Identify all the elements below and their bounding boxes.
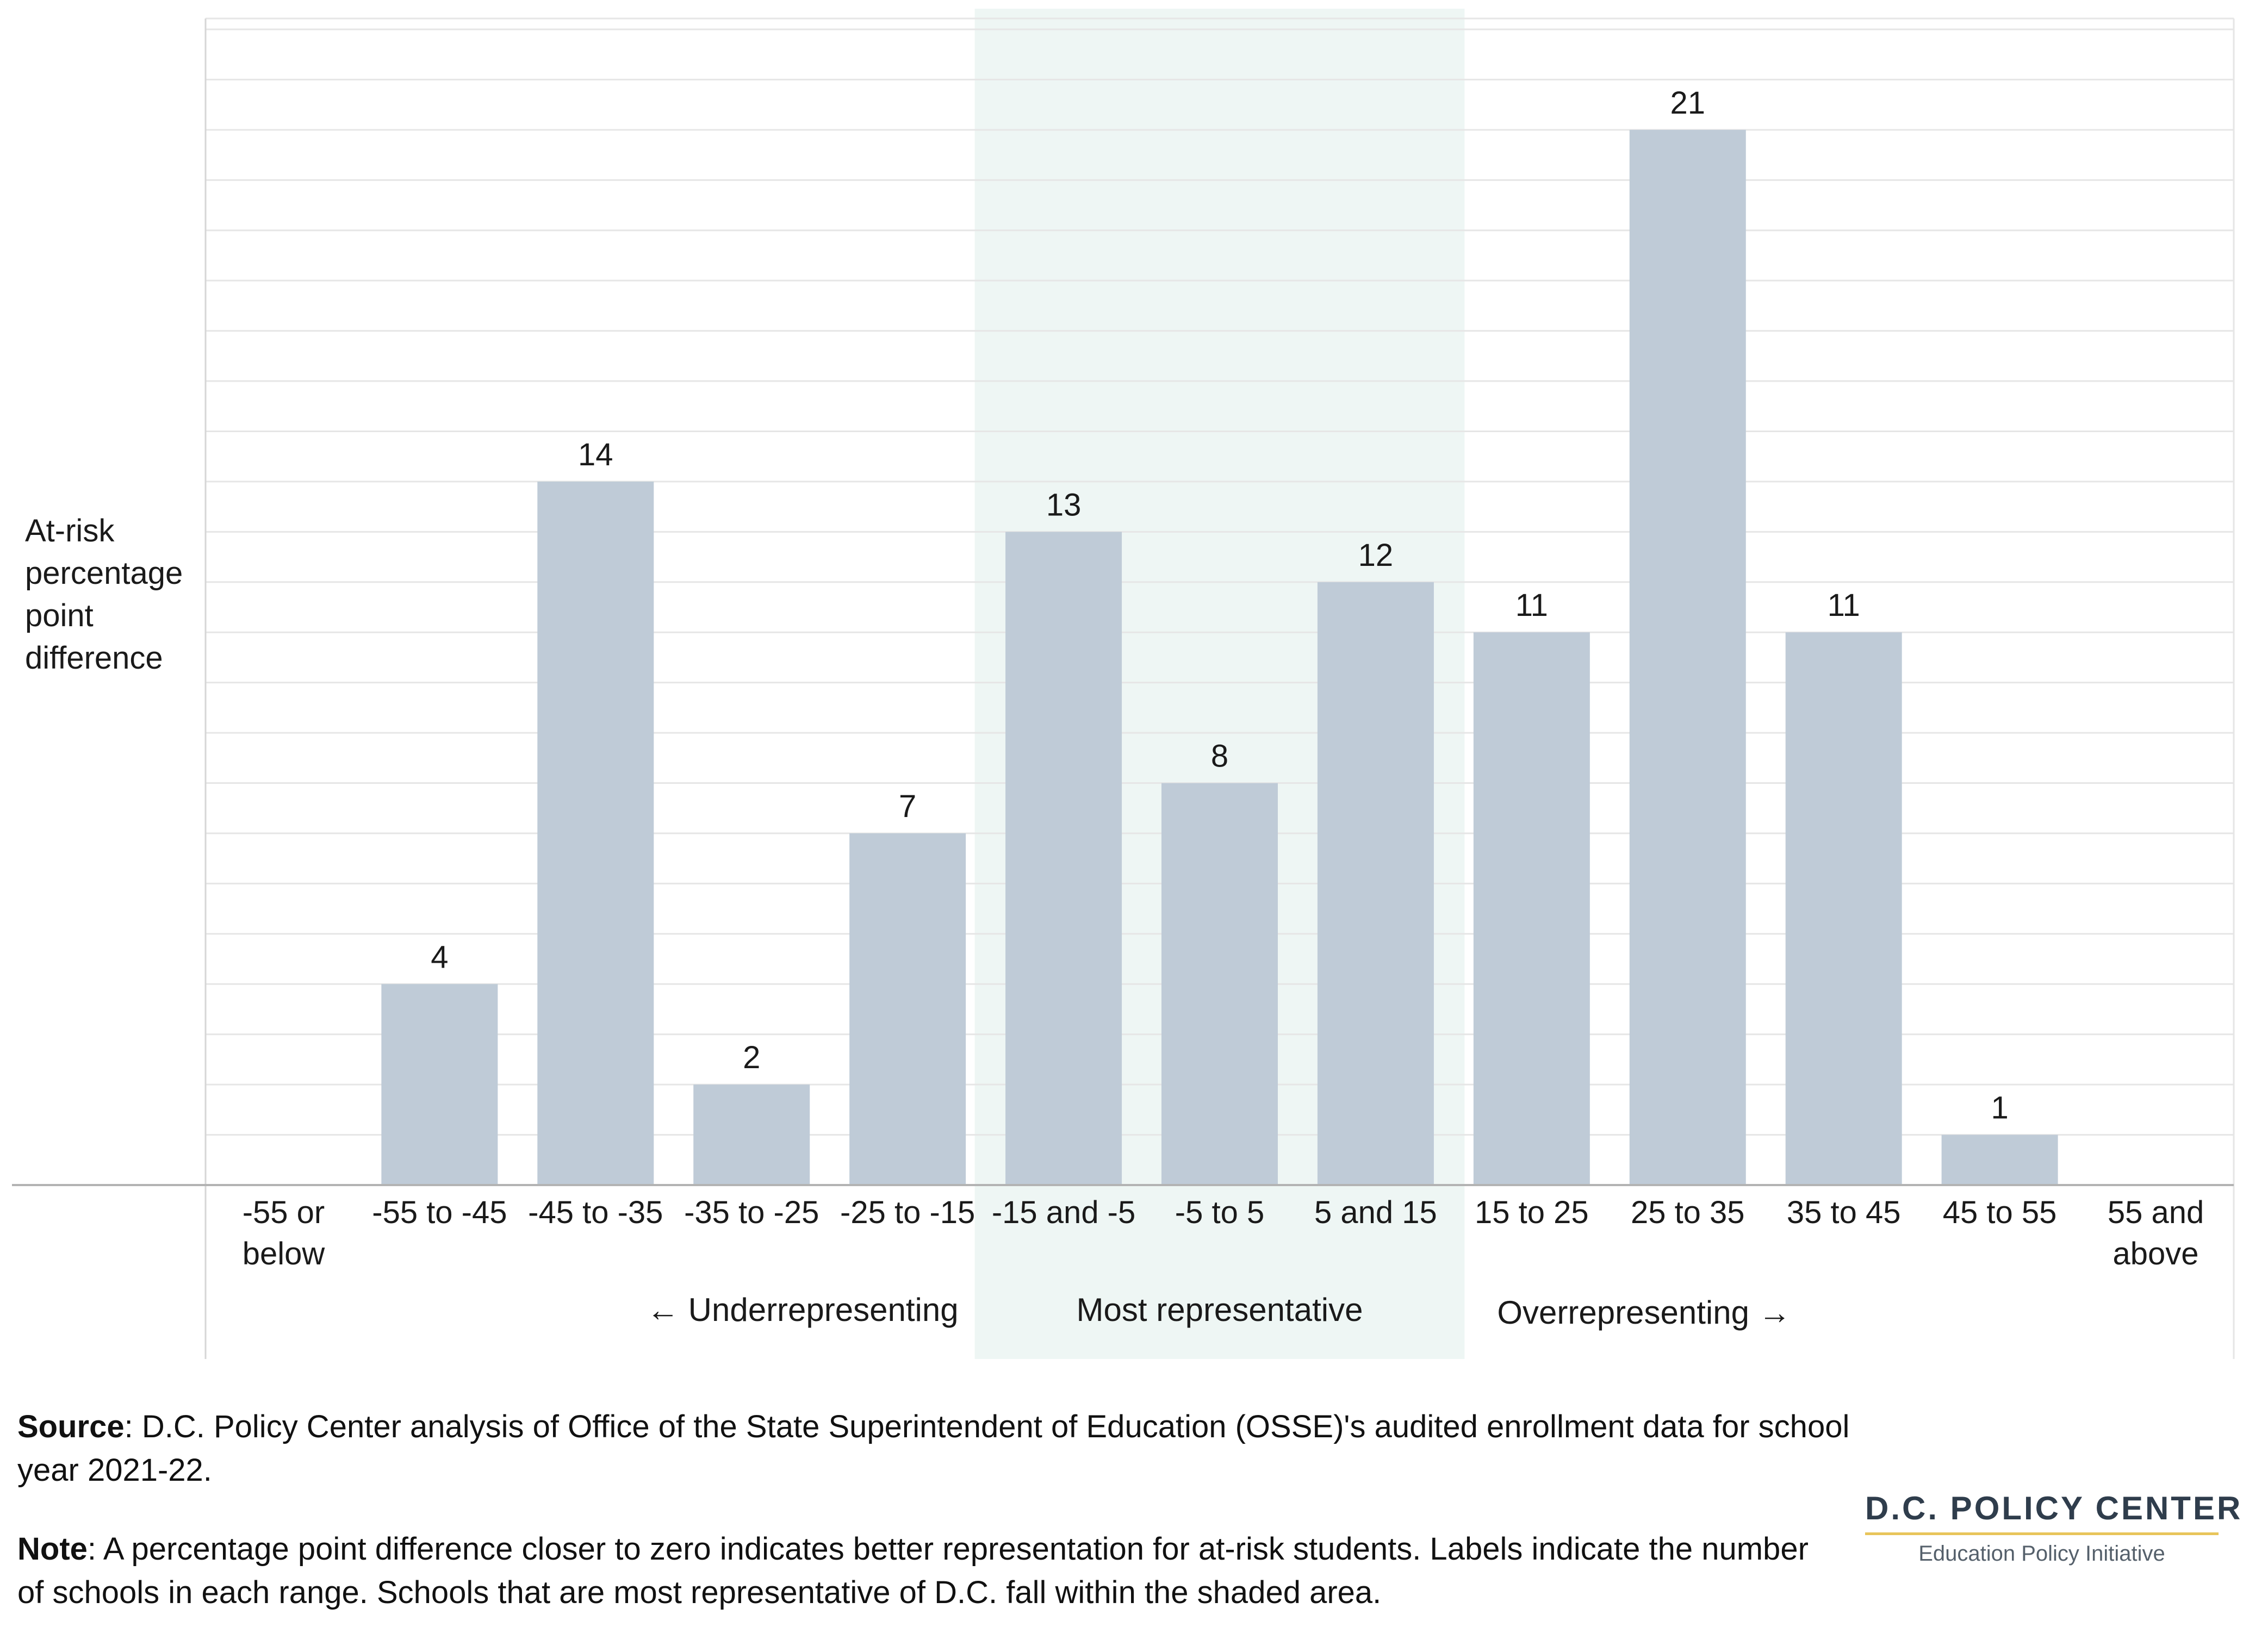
source-text: : D.C. Policy Center analysis of Office … [17,1409,1850,1488]
bar [1941,1134,2058,1185]
bar-value-label: 13 [1046,487,1082,522]
x-tick-label: 45 to 55 [1943,1195,2057,1230]
group-label-underrepresenting: ← Underrepresenting [647,1292,959,1328]
bar-value-label: 14 [578,437,613,472]
bar [849,833,966,1185]
logo-rule [1865,1532,2219,1535]
x-tick-label: 5 and 15 [1314,1195,1437,1230]
x-tick-label: -25 to -15 [840,1195,975,1230]
x-tick-label: 55 and [2108,1195,2204,1230]
note-text: : A percentage point difference closer t… [17,1531,1809,1610]
bar [381,984,498,1185]
bar [1473,632,1590,1185]
y-axis-label-line: difference [25,640,163,676]
logo-title: D.C. POLICY CENTER [1865,1490,2243,1526]
x-tick-label: -5 to 5 [1175,1195,1264,1230]
bar [693,1084,810,1185]
bar-value-label: 11 [1515,588,1548,623]
bar-value-label: 7 [899,789,916,824]
y-axis-label-line: At-risk [25,513,115,548]
x-tick-label: 25 to 35 [1631,1195,1745,1230]
source-note: Source: D.C. Policy Center analysis of O… [17,1405,1866,1492]
x-tick-label: 15 to 25 [1475,1195,1589,1230]
x-tick-label: -15 and -5 [992,1195,1135,1230]
x-tick-label: 35 to 45 [1787,1195,1901,1230]
logo-subtitle: Education Policy Initiative [1918,1542,2165,1566]
bar-value-label: 2 [743,1040,760,1075]
group-label-overrepresenting: Overrepresenting → [1497,1294,1791,1331]
bar [1161,783,1278,1185]
note-label: Note [17,1531,88,1567]
y-axis-label: At-risk percentage point difference [25,510,183,679]
bar [1005,532,1122,1185]
bar-value-label: 8 [1211,739,1228,774]
y-axis-label-line: point [25,598,94,633]
chart: -55 or below 4 -55 to -45 14 -45 to -35 2 -35 t… [12,9,2235,1359]
bar [1317,582,1434,1185]
x-tick-label: -55 or [243,1195,325,1230]
bar-value-label: 21 [1670,85,1706,121]
bar [1629,129,1746,1185]
bar [1785,632,1902,1185]
bar [537,481,654,1185]
explanatory-note: Note: A percentage point difference clos… [17,1528,1828,1614]
bar-value-label: 1 [1991,1090,2008,1126]
x-tick-label: -55 to -45 [372,1195,507,1230]
bar-value-label: 12 [1358,538,1394,573]
source-label: Source [17,1409,125,1444]
x-tick-label: -45 to -35 [528,1195,663,1230]
x-tick-label: -35 to -25 [684,1195,819,1230]
dc-policy-center-logo: D.C. POLICY CENTER Education Policy Init… [1865,1489,2243,1566]
x-tick-label: below [243,1236,326,1271]
x-tick-label: above [2113,1236,2199,1271]
bar-value-label: 4 [431,939,448,975]
y-axis-label-line: percentage [25,556,183,591]
bar-value-label: 11 [1828,588,1860,623]
group-label-most-representative: Most representative [1077,1292,1363,1328]
